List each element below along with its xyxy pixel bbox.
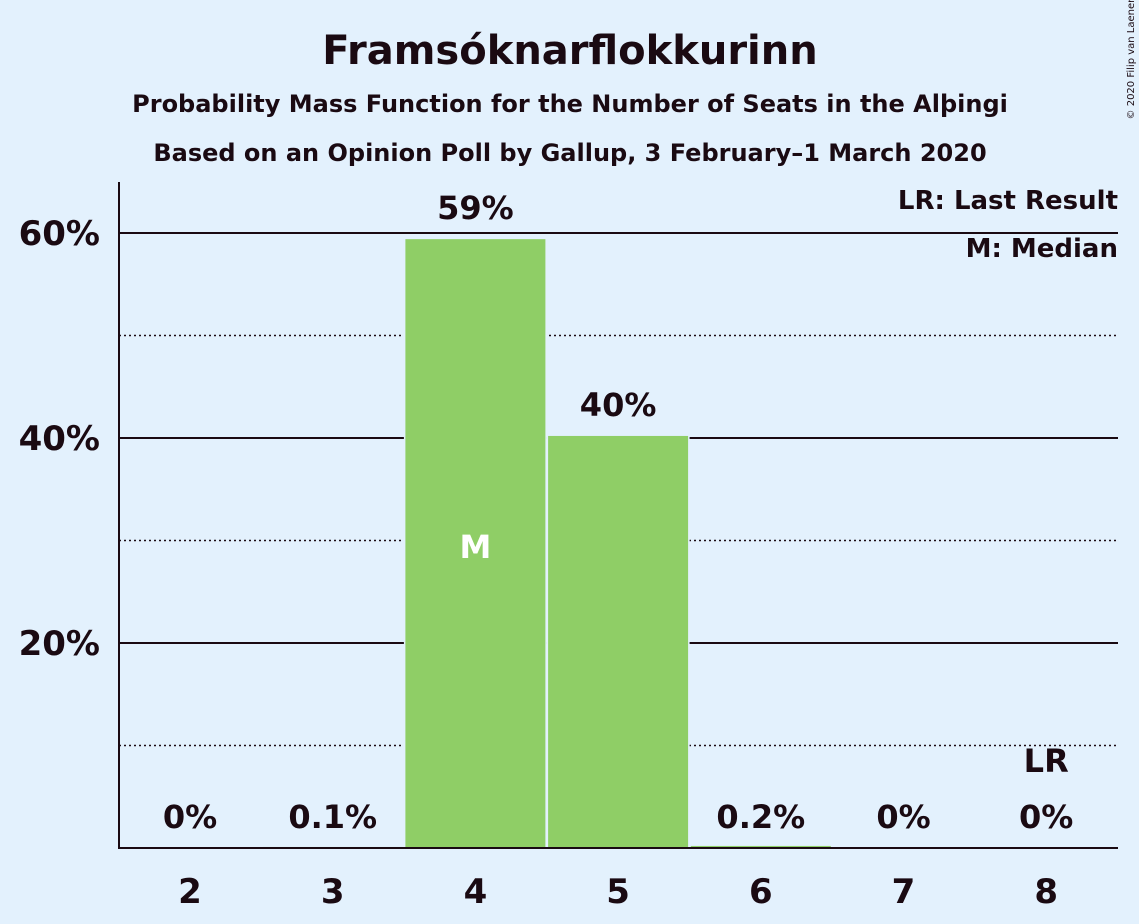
y-tick-label: 20% [19,624,100,664]
x-tick-label: 8 [1034,872,1058,912]
bar-value-label: 59% [437,189,514,227]
chart-title: Framsóknarflokkurinn [322,28,817,74]
plot-area: 20% 40% 60% 0% 0.1% 59% 40% 0.2% 0% 0% M LR 2 3 4 5 6 7 8 L… [19,182,1118,912]
bar-outline [261,845,405,848]
last-result-marker: LR [1024,742,1069,780]
x-tick-label: 7 [892,872,916,912]
bar-value-label: 40% [580,386,657,424]
chart-subtitle: Probability Mass Function for the Number… [132,90,1008,118]
x-tick-label: 5 [606,872,630,912]
y-tick-label: 60% [19,214,100,254]
x-tick-label: 2 [178,872,202,912]
bar-value-label: 0% [163,798,217,836]
legend-entry: M: Median [966,234,1118,264]
x-tick-label: 3 [321,872,345,912]
bar-value-label: 0.1% [288,798,377,836]
bar-value-label: 0% [876,798,930,836]
bar-value-label: 0% [1019,798,1073,836]
copyright-notice: © 2020 Filip van Laenen [1126,0,1137,119]
legend-entry: LR: Last Result [898,186,1118,216]
x-tick-label: 6 [749,872,773,912]
y-tick-label: 40% [19,419,100,459]
bar [690,845,831,848]
bar-value-label: 0.2% [716,798,805,836]
x-tick-label: 4 [464,872,488,912]
median-marker: M [459,528,491,566]
chart-source: Based on an Opinion Poll by Gallup, 3 Fe… [153,139,986,167]
bar [548,435,689,848]
bar [405,239,546,848]
